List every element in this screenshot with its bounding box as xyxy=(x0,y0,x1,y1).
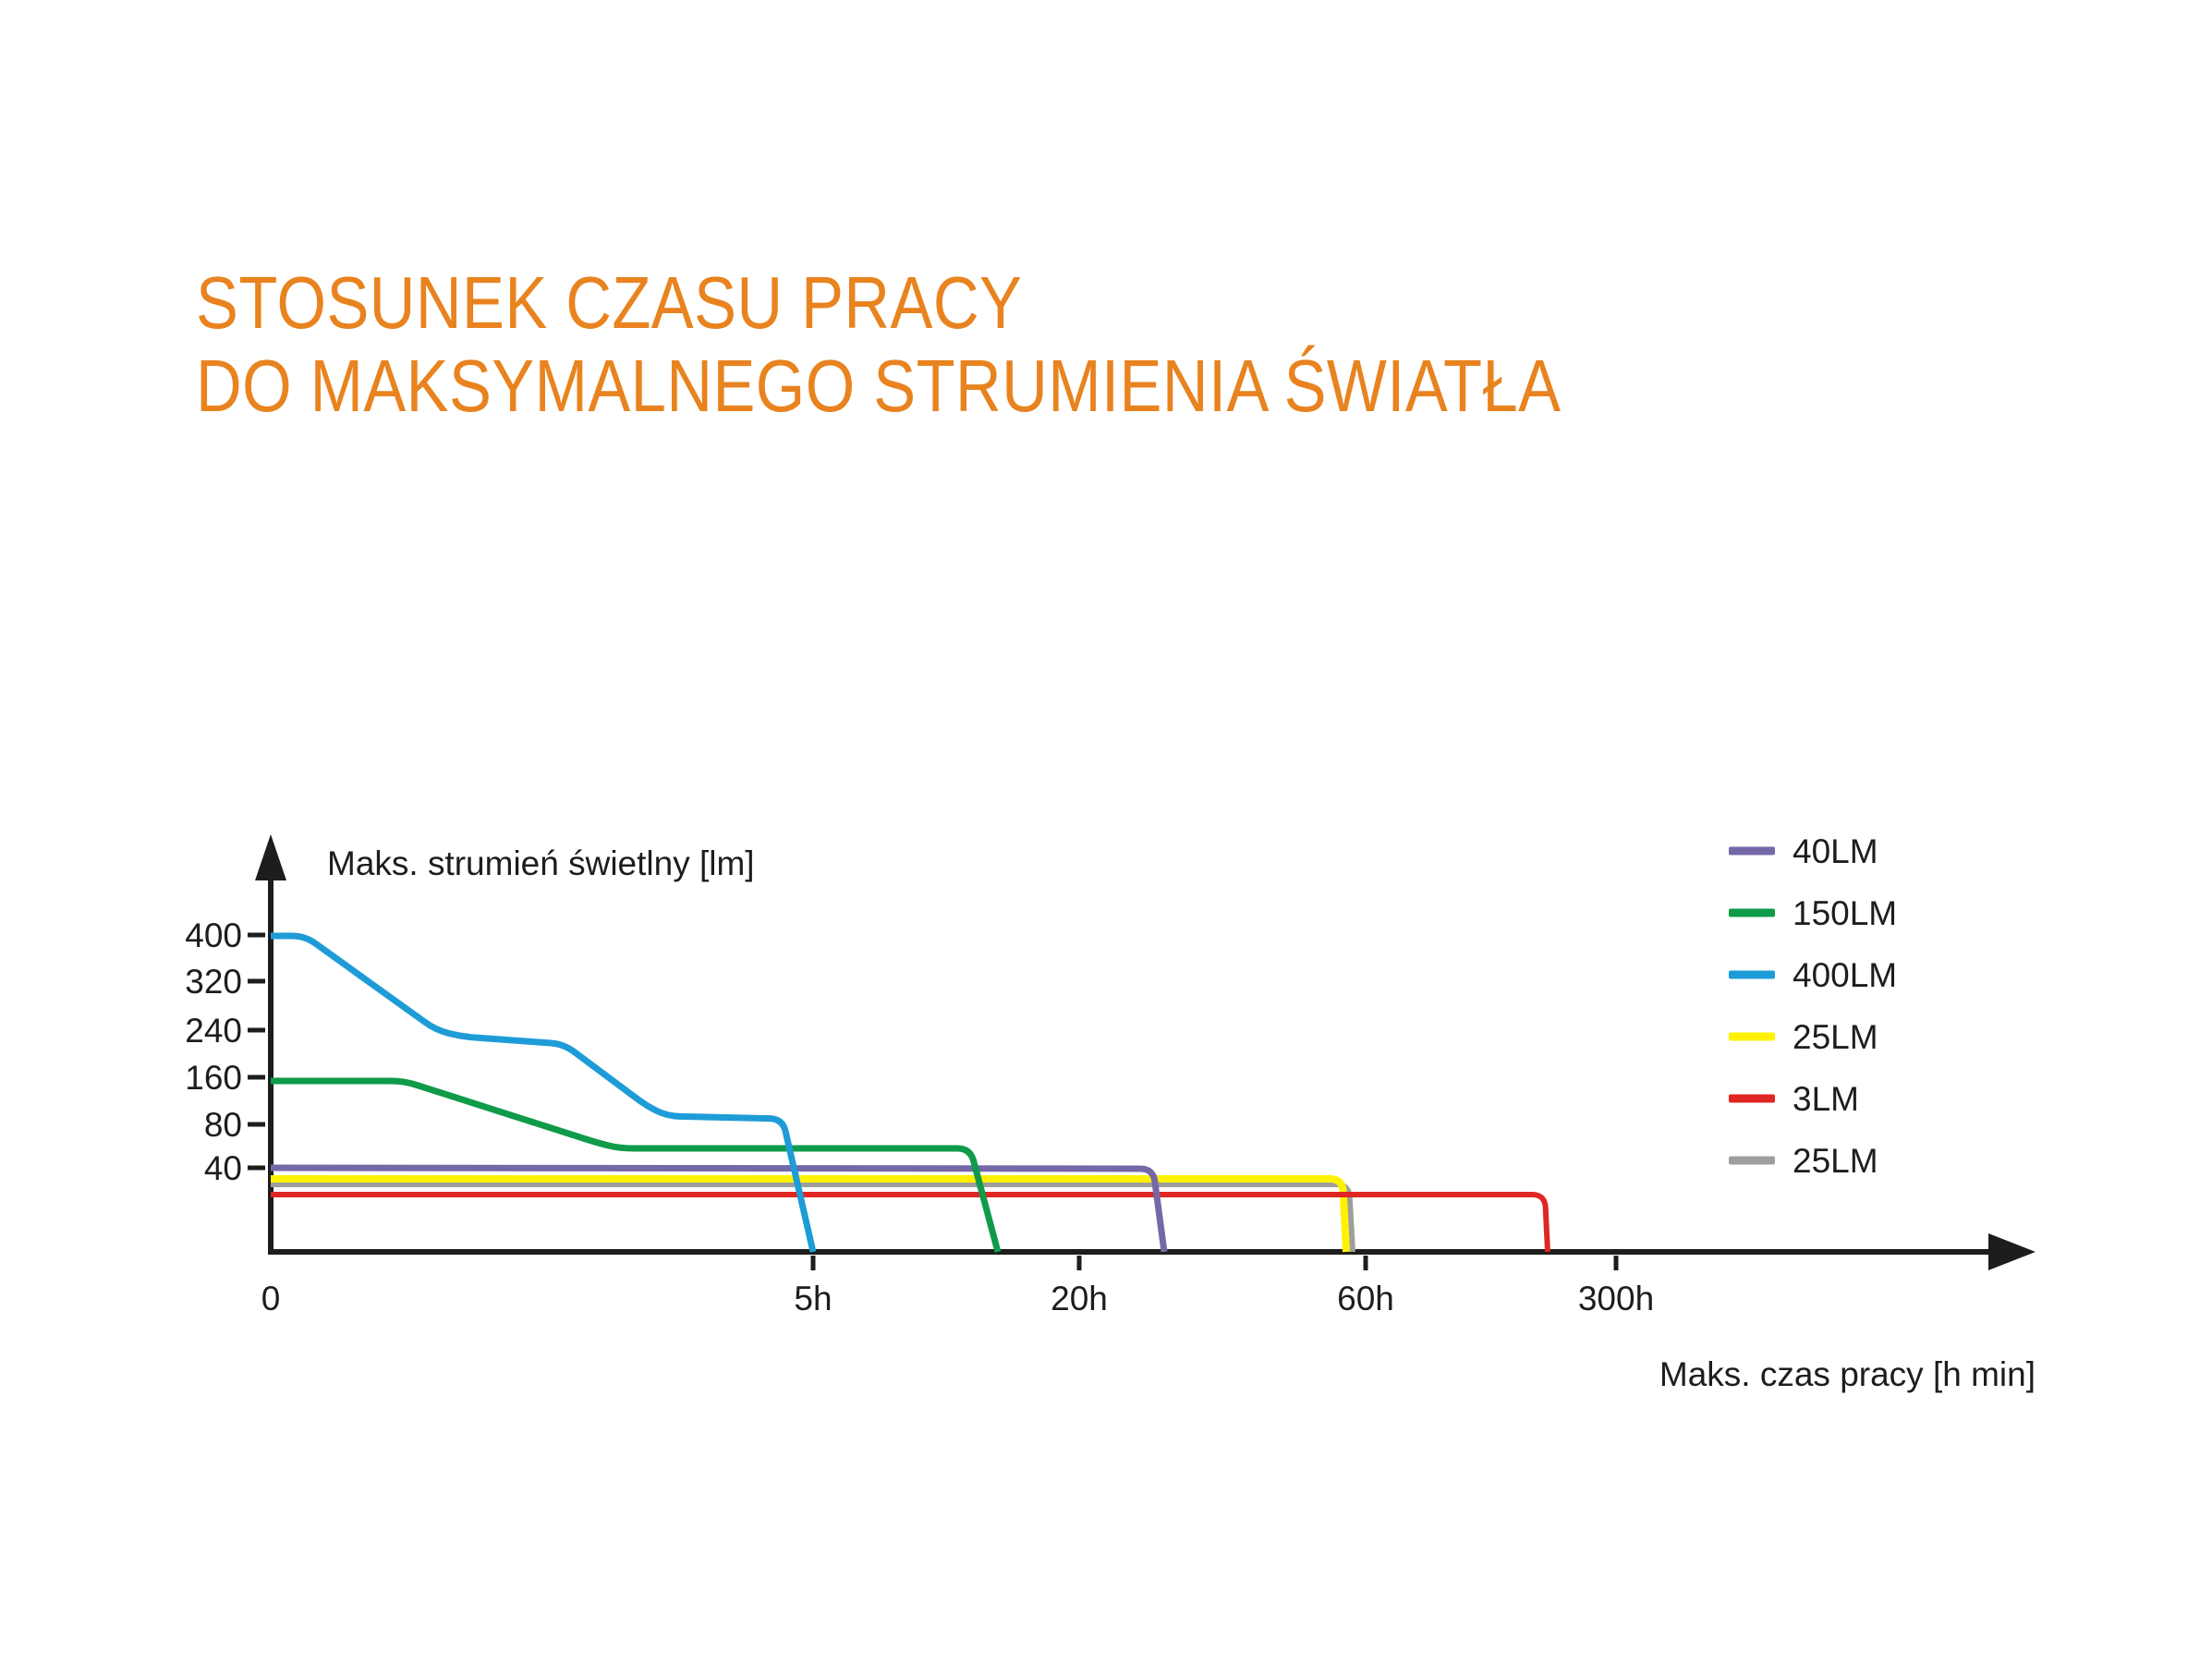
y-tick-label: 320 xyxy=(185,963,242,1001)
legend-label-0: 40LM xyxy=(1793,832,1878,870)
y-tick-label: 80 xyxy=(204,1106,242,1144)
page-title-line-2: DO MAKSYMALNEGO STRUMIENIA ŚWIATŁA xyxy=(196,345,1562,427)
legend-label-3: 25LM xyxy=(1793,1018,1878,1056)
series-line-400lm-2 xyxy=(271,932,817,1253)
y-tick-label: 40 xyxy=(204,1149,242,1187)
x-tick-label: 0 xyxy=(261,1280,281,1317)
legend-swatch-1 xyxy=(1729,908,1775,917)
series-line-40lm-0 xyxy=(270,1164,1168,1253)
page-title: STOSUNEK CZASU PRACY DO MAKSYMALNEGO STR… xyxy=(196,261,1561,428)
x-axis-title: Maks. czas pracy [h min] xyxy=(1659,1355,2036,1393)
legend-label-4: 3LM xyxy=(1793,1080,1859,1118)
x-tick-label: 300h xyxy=(1578,1280,1654,1317)
page-title-line-1: STOSUNEK CZASU PRACY xyxy=(196,261,1023,344)
x-axis-arrow-icon xyxy=(1988,1233,2036,1270)
legend-label-2: 400LM xyxy=(1793,956,1897,994)
x-tick-label: 20h xyxy=(1051,1280,1108,1317)
x-tick-label: 60h xyxy=(1337,1280,1394,1317)
y-axis-arrow-icon xyxy=(255,834,286,880)
y-axis-title: Maks. strumień świetlny [lm] xyxy=(327,844,755,882)
series-line-25lm-3 xyxy=(271,1175,1350,1253)
legend-label-5: 25LM xyxy=(1793,1142,1878,1180)
y-tick-label: 240 xyxy=(185,1012,242,1050)
legend-swatch-2 xyxy=(1729,970,1775,979)
legend-swatch-4 xyxy=(1729,1094,1775,1103)
y-tick-label: 160 xyxy=(185,1059,242,1097)
x-tick-label: 5h xyxy=(794,1280,832,1317)
legend-swatch-3 xyxy=(1729,1032,1775,1041)
legend-swatch-5 xyxy=(1729,1156,1775,1165)
legend-label-1: 150LM xyxy=(1793,894,1897,932)
legend-swatch-0 xyxy=(1729,846,1775,856)
series-line-3lm-4 xyxy=(271,1192,1550,1253)
y-tick-label: 400 xyxy=(185,916,242,954)
series-line-150lm-1 xyxy=(271,1077,1002,1253)
